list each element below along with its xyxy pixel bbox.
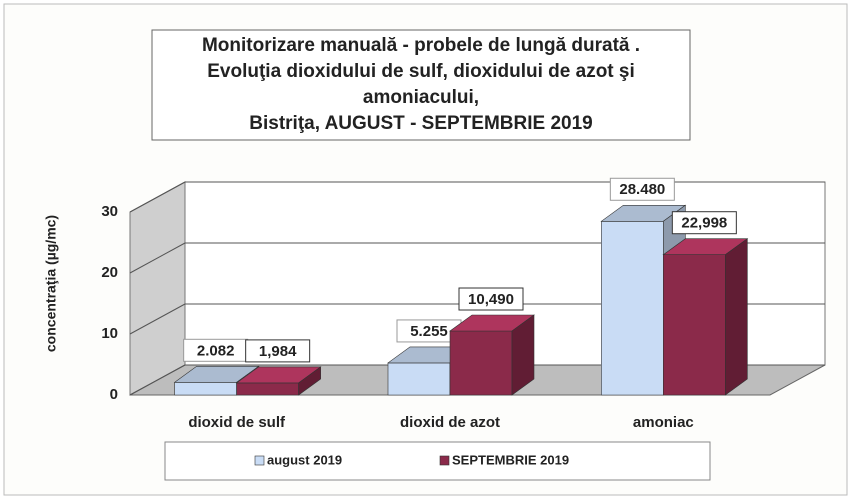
bar-face [174,381,237,396]
grid-line [129,303,186,335]
bar-face [449,330,513,396]
legend-swatch [439,455,450,466]
chart-title: amoniacului, [363,87,479,108]
value-label: 10,490 [468,291,514,308]
x-tick-label: amoniac [633,414,694,431]
chart-title: Bistriţa, AUGUST - SEPTEMBRIE 2019 [249,113,592,134]
y-tick-label: 20 [101,264,118,281]
bar [235,366,322,396]
value-label-box [609,177,675,201]
bar-face [236,382,299,396]
chart-title: Evoluţia dioxidului de sulf, dioxidului … [207,61,635,82]
value-label-box [671,211,737,235]
legend-label: SEPTEMBRIE 2019 [452,452,569,467]
legend-label: august 2019 [267,452,342,467]
bar-face [298,366,321,396]
value-label: 5.255 [410,323,448,340]
grid-line [129,181,186,213]
y-tick-label: 30 [101,203,118,220]
grid-line [129,364,186,396]
x-tick-label: dioxid de sulf [188,414,286,431]
grid-line [129,242,186,274]
legend-box [164,441,711,481]
value-label: 1,984 [259,343,297,360]
side-wall [129,181,186,396]
value-label: 28.480 [619,181,665,198]
value-label: 22,998 [681,215,727,232]
y-tick-label: 10 [101,325,118,342]
value-label: 2.082 [197,342,235,359]
bar-face [601,220,664,396]
bar-face [387,362,451,396]
bar [662,238,749,396]
title-box [151,29,691,141]
x-tick-label: dioxid de azot [400,414,500,431]
chart-title: Monitorizare manuală - probele de lungă … [202,35,640,56]
value-label-box [458,287,524,311]
value-label-box [245,339,311,363]
y-tick-label: 0 [110,386,118,403]
bar-face [511,314,535,396]
legend-swatch [254,455,265,466]
bar-face [663,254,726,396]
bar [449,314,535,396]
bar-face [725,238,748,396]
y-axis-label: concentraţia (µg/mc) [43,215,59,352]
